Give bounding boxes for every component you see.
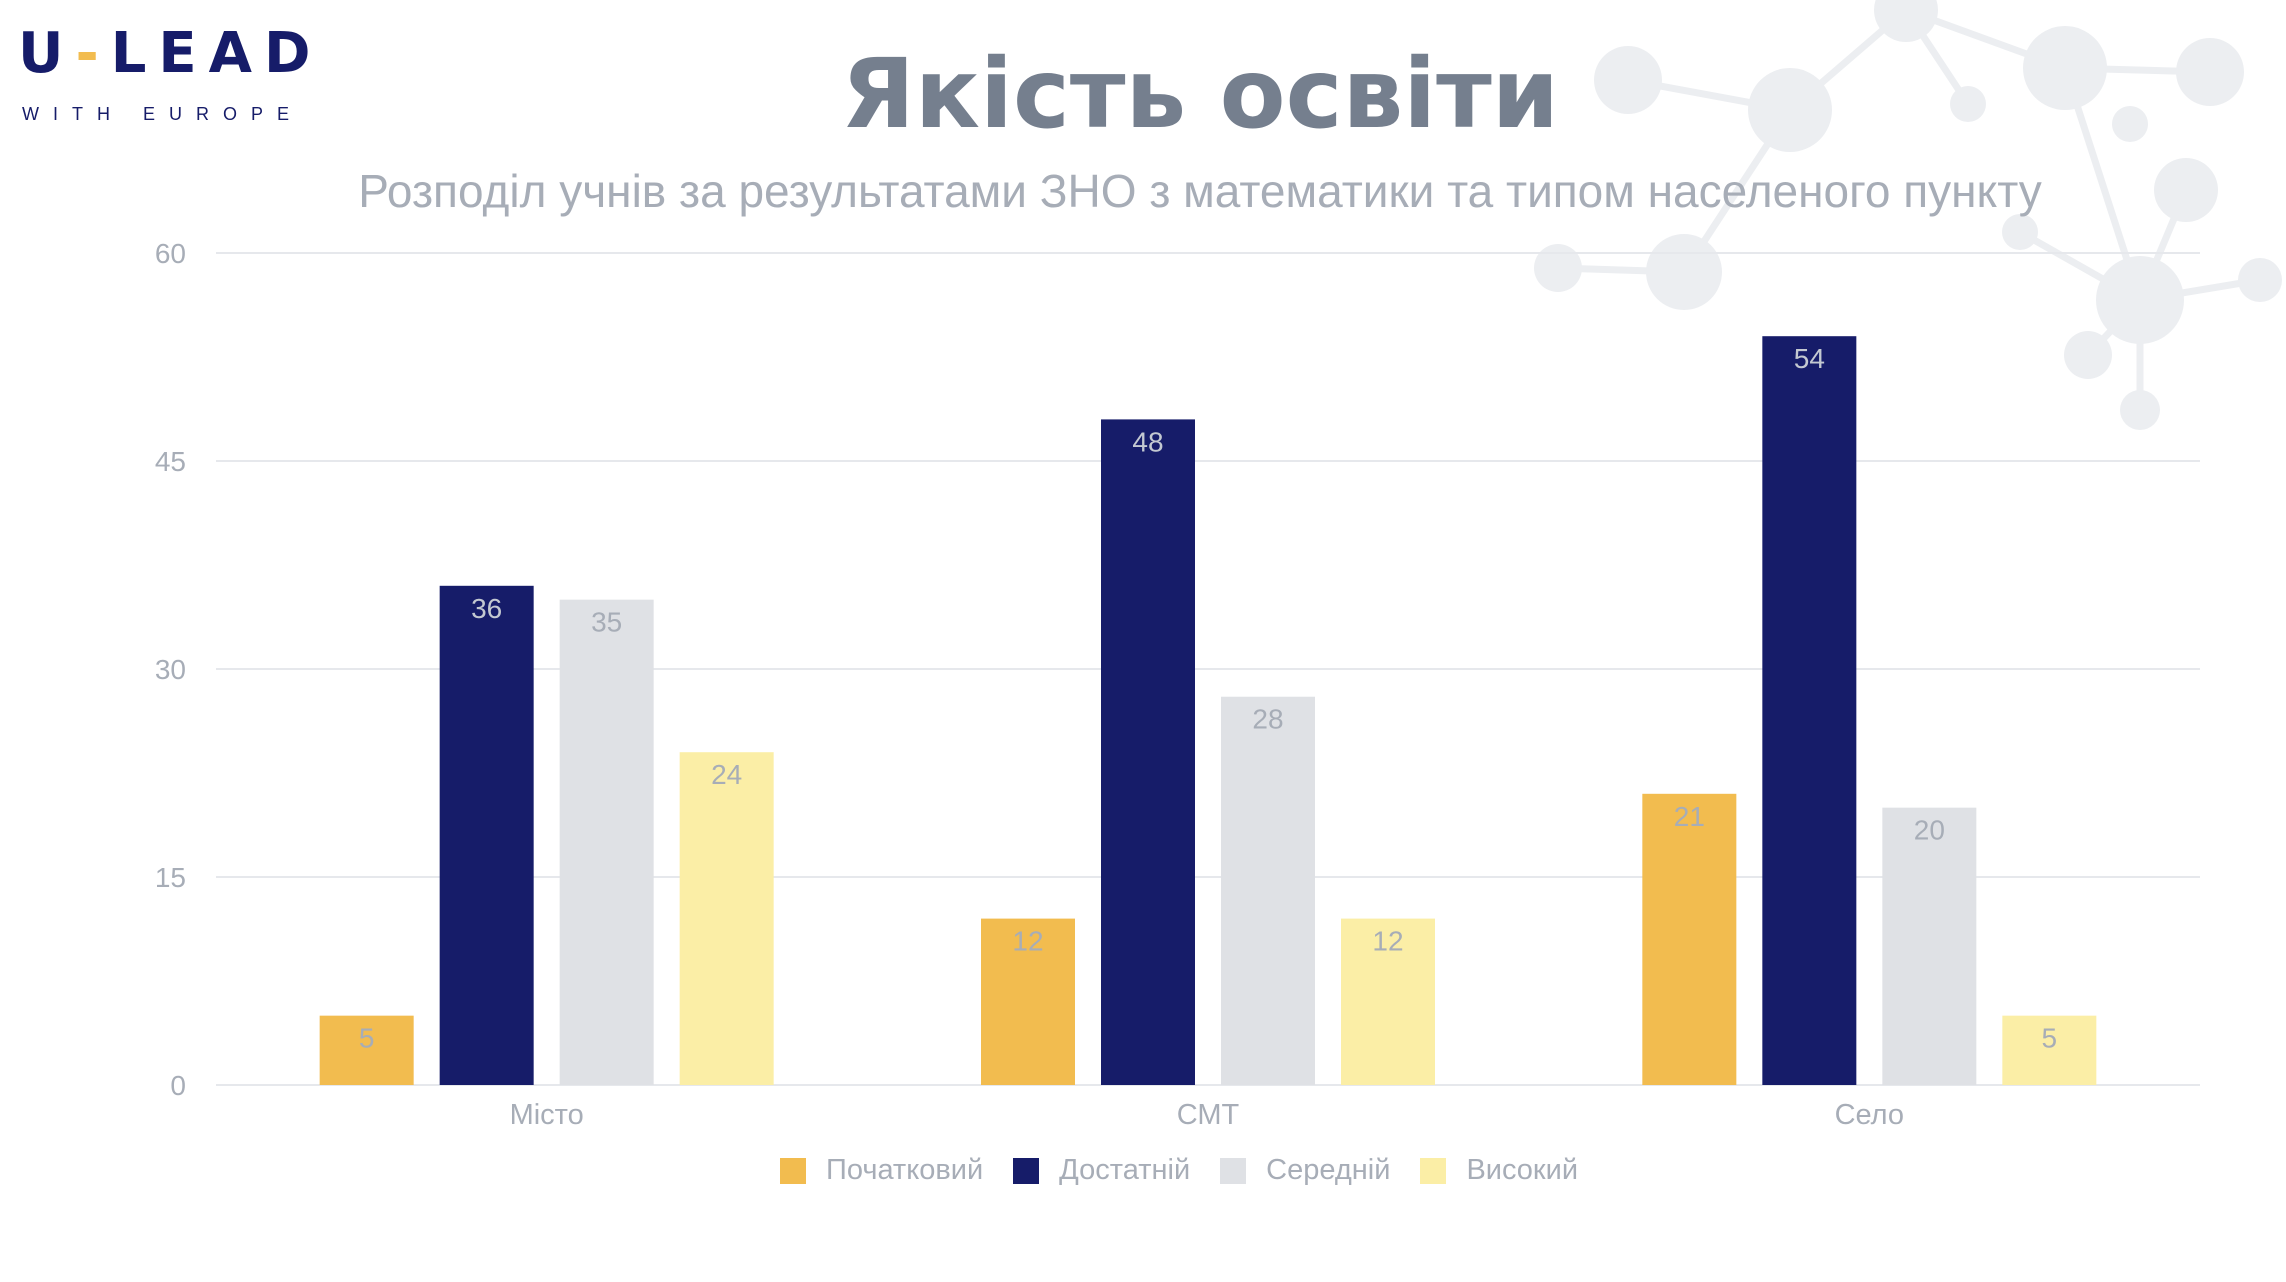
bar-initial-1 — [981, 918, 1075, 1085]
logo-tagline: WITH EUROPE — [22, 104, 304, 124]
logo-letter-u: U — [18, 21, 76, 86]
y-tick-label-45: 45 — [155, 446, 186, 477]
data-label-high-2: 5 — [2042, 1023, 2058, 1054]
logo-lead: LEAD — [110, 21, 323, 86]
y-tick-label-60: 60 — [155, 238, 186, 269]
data-label-sufficient-2: 54 — [1794, 343, 1825, 374]
data-label-middle-2: 20 — [1914, 815, 1945, 846]
chart-legend: Початковий Достатній Середній Високий — [780, 1154, 1608, 1187]
data-label-initial-2: 21 — [1674, 801, 1705, 832]
data-label-high-1: 12 — [1372, 926, 1403, 957]
data-label-initial-0: 5 — [359, 1023, 375, 1054]
data-label-high-0: 24 — [711, 759, 742, 790]
legend-item-sufficient: Достатній — [1013, 1154, 1190, 1187]
bar-sufficient-1 — [1101, 419, 1195, 1085]
legend-item-middle: Середній — [1220, 1154, 1390, 1187]
bar-middle-0 — [559, 599, 654, 1085]
data-label-sufficient-0: 36 — [471, 593, 502, 624]
logo: U-LEAD WITH EUROPE — [18, 26, 323, 125]
data-label-initial-1: 12 — [1012, 926, 1043, 957]
data-label-middle-0: 35 — [591, 607, 622, 638]
y-tick-label-0: 0 — [170, 1070, 186, 1101]
page-title: Якість освіти — [840, 38, 1560, 150]
y-tick-label-30: 30 — [155, 654, 186, 685]
legend-item-initial: Початковий — [780, 1154, 983, 1187]
legend-swatch-initial — [780, 1157, 806, 1184]
legend-swatch-high — [1420, 1157, 1447, 1184]
bar-high-0 — [679, 752, 774, 1085]
bar-high-2 — [2002, 1015, 2097, 1085]
bar-middle-1 — [1221, 696, 1315, 1085]
x-tick-label-0: Місто — [510, 1099, 584, 1131]
legend-label-sufficient: Достатній — [1059, 1154, 1191, 1186]
data-label-middle-1: 28 — [1252, 704, 1283, 735]
bar-initial-0 — [319, 1015, 414, 1085]
logo-wordmark: U-LEAD — [18, 26, 323, 82]
legend-item-high: Високий — [1420, 1154, 1578, 1187]
x-tick-label-2: Село — [1835, 1099, 1904, 1131]
data-label-sufficient-1: 48 — [1132, 426, 1163, 457]
legend-label-middle: Середній — [1266, 1154, 1391, 1186]
legend-label-initial: Початковий — [826, 1154, 984, 1186]
x-tick-label-1: СМТ — [1177, 1099, 1240, 1131]
bar-high-1 — [1341, 918, 1435, 1085]
logo-dash: - — [75, 21, 111, 86]
bar-initial-2 — [1642, 793, 1737, 1085]
bar-middle-2 — [1882, 807, 1977, 1085]
chart-subtitle: Розподіл учнів за результатами ЗНО з мат… — [358, 165, 2042, 217]
legend-swatch-sufficient — [1013, 1157, 1040, 1184]
legend-label-high: Високий — [1466, 1154, 1579, 1186]
legend-swatch-middle — [1220, 1157, 1247, 1184]
bar-sufficient-0 — [439, 585, 534, 1085]
bar-sufficient-2 — [1762, 336, 1857, 1085]
y-tick-label-15: 15 — [155, 862, 186, 893]
